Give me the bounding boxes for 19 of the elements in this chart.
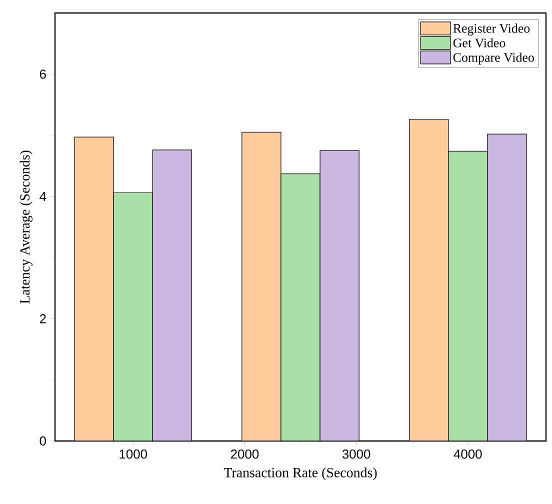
bar [448,150,488,441]
bar [152,150,192,441]
y-tick-label: 2 [40,314,46,324]
y-tick-label: 0 [40,436,46,446]
y-tick-label: 6 [40,70,46,79]
bar [487,134,527,441]
legend-label: Get Video [453,38,506,48]
bar [280,173,320,441]
x-tick-label: 2000 [230,450,259,459]
x-tick-label: 1000 [120,450,148,459]
bar [320,150,360,441]
y-tick-label: 4 [40,192,46,201]
legend-label: Register Video [453,24,530,36]
bar [113,192,153,441]
legend-label: Compare Video [453,52,534,64]
x-axis-title: Transaction Rate (Seconds) [224,468,377,480]
y-axis-title: Latency Average (Seconds) [20,150,32,304]
x-tick-label: 3000 [342,450,370,459]
x-tick-label: 4000 [454,450,482,459]
